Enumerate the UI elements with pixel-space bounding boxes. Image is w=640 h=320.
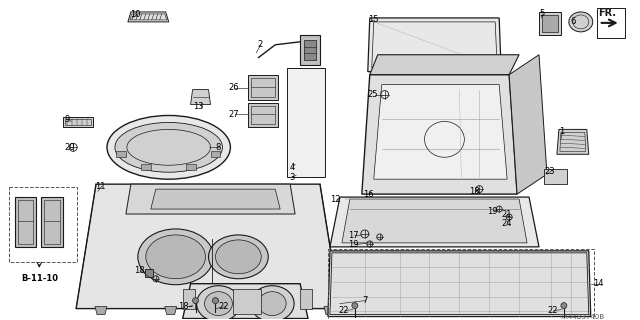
Polygon shape bbox=[128, 12, 169, 22]
Text: 3: 3 bbox=[289, 173, 294, 182]
Polygon shape bbox=[116, 151, 126, 157]
Text: 19: 19 bbox=[348, 240, 358, 249]
Ellipse shape bbox=[107, 116, 230, 179]
Ellipse shape bbox=[209, 235, 268, 279]
Text: 10: 10 bbox=[130, 11, 140, 20]
Text: 18–: 18– bbox=[178, 302, 193, 311]
Polygon shape bbox=[182, 284, 308, 318]
Polygon shape bbox=[542, 15, 558, 32]
Ellipse shape bbox=[569, 12, 593, 32]
Text: 4: 4 bbox=[289, 163, 294, 172]
Text: 18: 18 bbox=[469, 187, 480, 196]
Polygon shape bbox=[15, 197, 36, 247]
Polygon shape bbox=[41, 197, 63, 247]
Circle shape bbox=[352, 303, 358, 308]
Polygon shape bbox=[141, 164, 151, 170]
Polygon shape bbox=[362, 75, 517, 194]
Text: 14: 14 bbox=[593, 279, 604, 288]
Bar bbox=[10, 187, 77, 262]
Text: 1: 1 bbox=[559, 127, 564, 136]
Polygon shape bbox=[76, 184, 340, 308]
Text: 22: 22 bbox=[338, 306, 348, 315]
Text: B-11-10: B-11-10 bbox=[20, 274, 58, 283]
Ellipse shape bbox=[216, 240, 261, 274]
Bar bbox=[287, 68, 325, 177]
Polygon shape bbox=[368, 18, 501, 72]
Text: FR.: FR. bbox=[598, 8, 616, 18]
Text: 19: 19 bbox=[487, 206, 498, 216]
Text: 21: 21 bbox=[501, 210, 511, 219]
Polygon shape bbox=[191, 90, 211, 105]
Polygon shape bbox=[164, 307, 177, 315]
Ellipse shape bbox=[205, 292, 232, 316]
Circle shape bbox=[212, 298, 218, 304]
Polygon shape bbox=[509, 55, 547, 194]
Text: 8: 8 bbox=[216, 143, 221, 152]
Polygon shape bbox=[328, 251, 591, 316]
Text: 13: 13 bbox=[193, 102, 204, 111]
Polygon shape bbox=[248, 102, 278, 127]
Text: 26: 26 bbox=[228, 83, 239, 92]
Polygon shape bbox=[186, 164, 196, 170]
Text: 11: 11 bbox=[95, 182, 106, 191]
Polygon shape bbox=[151, 189, 280, 209]
Polygon shape bbox=[63, 117, 93, 127]
Text: 20: 20 bbox=[64, 143, 75, 152]
Text: 24: 24 bbox=[501, 220, 511, 228]
Text: TX44B3740B: TX44B3740B bbox=[559, 314, 604, 320]
Ellipse shape bbox=[196, 286, 241, 320]
Text: 18: 18 bbox=[134, 266, 145, 275]
Text: 5: 5 bbox=[539, 9, 544, 19]
Text: 22: 22 bbox=[547, 306, 557, 315]
Circle shape bbox=[561, 303, 567, 308]
Text: 27: 27 bbox=[228, 110, 239, 119]
Polygon shape bbox=[300, 289, 312, 308]
Polygon shape bbox=[374, 84, 507, 179]
Text: 2: 2 bbox=[257, 40, 262, 49]
Polygon shape bbox=[330, 197, 539, 247]
Polygon shape bbox=[544, 169, 567, 184]
Polygon shape bbox=[324, 307, 336, 315]
Ellipse shape bbox=[115, 123, 223, 172]
Circle shape bbox=[193, 298, 198, 304]
Text: 22: 22 bbox=[218, 302, 229, 311]
Ellipse shape bbox=[250, 286, 294, 320]
Polygon shape bbox=[254, 307, 266, 315]
Polygon shape bbox=[557, 129, 589, 154]
Polygon shape bbox=[126, 184, 295, 214]
Polygon shape bbox=[300, 35, 320, 65]
Ellipse shape bbox=[138, 229, 214, 285]
Polygon shape bbox=[95, 307, 107, 315]
Text: 12: 12 bbox=[330, 195, 340, 204]
Text: 6: 6 bbox=[571, 17, 576, 26]
Ellipse shape bbox=[146, 235, 205, 279]
Text: 23: 23 bbox=[544, 167, 555, 176]
Polygon shape bbox=[211, 151, 220, 157]
Polygon shape bbox=[145, 269, 153, 277]
Text: 17: 17 bbox=[348, 231, 358, 240]
Text: 16: 16 bbox=[363, 190, 373, 199]
Ellipse shape bbox=[259, 292, 286, 316]
Polygon shape bbox=[304, 40, 316, 60]
Bar bbox=[234, 289, 261, 314]
Polygon shape bbox=[342, 199, 527, 243]
Polygon shape bbox=[248, 75, 278, 100]
Text: 9: 9 bbox=[64, 115, 69, 124]
Polygon shape bbox=[370, 55, 519, 75]
Text: 7: 7 bbox=[362, 296, 367, 305]
Text: 15: 15 bbox=[368, 15, 378, 24]
Polygon shape bbox=[539, 12, 561, 35]
Polygon shape bbox=[182, 289, 195, 308]
Text: 25: 25 bbox=[368, 90, 378, 99]
